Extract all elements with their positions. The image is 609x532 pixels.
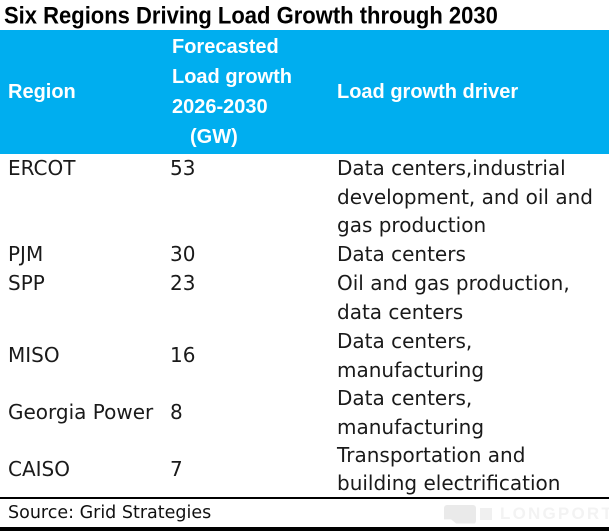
load-growth-cell: 16 [170,343,196,368]
region-cell: PJM [8,242,44,266]
header-forecast-line: Forecasted [172,36,279,58]
chart-title: Six Regions Driving Load Growth through … [4,2,498,30]
region-cell: CAISO [8,456,70,481]
table-row: SPP 23 Oil and gas production, data center… [0,269,609,327]
table-row: ERCOT 53 Data centers,industrial developme… [0,154,609,240]
driver-cell: Oil and gas production, data centers [337,271,570,324]
source-text: Source: Grid Strategies [8,503,212,523]
load-growth-cell: 23 [170,271,196,295]
driver-cell: Data centers, manufacturing [337,386,485,439]
load-growth-cell: 7 [170,456,183,481]
longport-logo-square [480,508,492,520]
driver-cell: Transportation and building electrificat… [337,442,561,496]
driver-cell: Data centers, manufacturing [337,329,485,382]
header-driver: Load growth driver [337,80,519,103]
table-header: Region Forecasted Load growth 2026-2030 (GW… [0,30,609,154]
load-growth-cell: 53 [170,156,196,180]
table-body: ERCOT 53 Data centers,industrial developme… [0,154,609,497]
divider-above-source [0,497,609,499]
header-forecast-line: Load growth [172,66,292,88]
driver-cell: Data centers [337,242,466,266]
table-row: MISO 16 Data centers, manufacturing [0,327,609,384]
source-row: Source: Grid Strategies [0,499,609,527]
region-cell: MISO [8,343,60,368]
header-forecast-line: 2026-2030 [172,96,268,118]
region-cell: ERCOT [8,156,76,180]
table-row: PJM 30 Data centers [0,240,609,269]
longport-logo-icon [444,504,476,524]
load-growth-cell: 8 [170,400,183,425]
load-growth-cell: 30 [170,242,196,266]
region-cell: Georgia Power [8,400,154,425]
driver-cell: Data centers,industrial development, and… [337,156,593,237]
table-row: Georgia Power 8 Data centers, manufacturin… [0,384,609,441]
watermark-text: LONGPORT [500,504,609,523]
header-forecast: Forecasted Load growth 2026-2030 (GW) [172,30,342,154]
header-region: Region [8,80,76,103]
region-cell: SPP [8,271,45,295]
table-row: CAISO 7 Transportation and building electr… [0,441,609,497]
header-forecast-line: (GW) [190,126,238,148]
bottom-border [0,527,609,531]
watermark: LONGPORT [444,503,609,525]
